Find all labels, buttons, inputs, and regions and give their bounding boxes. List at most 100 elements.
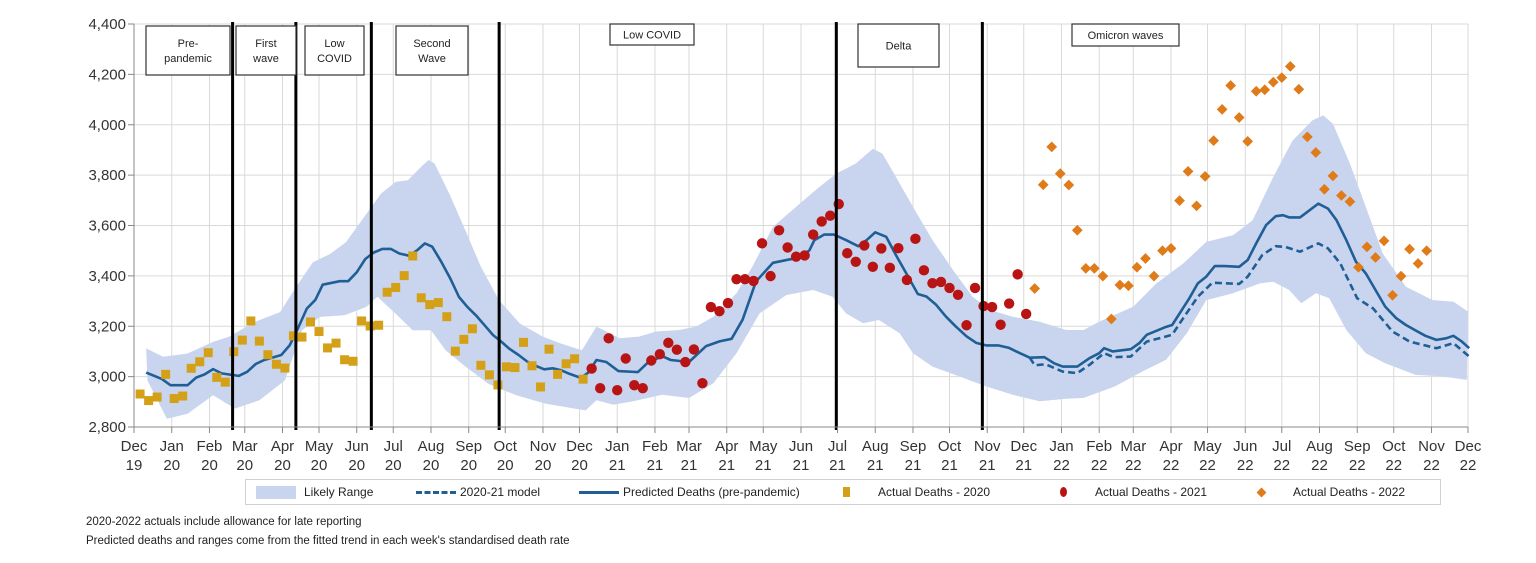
legend-swatch-line (579, 490, 619, 494)
x-tick-year: 22 (1273, 457, 1290, 474)
x-tick-month: Aug (862, 438, 889, 455)
x-tick-month: Jun (789, 438, 813, 455)
actual-2020-point (382, 287, 392, 297)
actual-2020-point (399, 271, 409, 281)
actual-2020-point (178, 391, 188, 401)
actual-2021-point (790, 251, 802, 262)
actual-2020-point (484, 370, 494, 380)
actual-2021-point (782, 242, 793, 253)
x-tick-month: Sep (900, 438, 927, 455)
actual-2022-point (1037, 179, 1049, 191)
x-tick-year: 21 (755, 457, 772, 474)
x-tick-year: 22 (1053, 457, 1070, 474)
x-tick-year: 21 (793, 457, 810, 474)
actual-2021-point (739, 273, 751, 285)
y-tick-label: 3,800 (88, 167, 126, 184)
x-tick-year: 21 (718, 457, 735, 474)
x-tick-month: Mar (232, 438, 258, 455)
period-label-text: Low (324, 38, 344, 50)
period-label-box: Omicron waves (1071, 23, 1180, 47)
actual-2021-point (688, 344, 700, 355)
x-tick-month: May (749, 438, 778, 455)
actual-2020-point (408, 251, 418, 261)
legend-item-likely-range: Likely Range (256, 485, 373, 499)
period-label-box: Low COVID (304, 25, 365, 76)
x-tick-month: May (1193, 438, 1222, 455)
actual-2021-point (756, 238, 768, 249)
x-tick-year: 22 (1199, 457, 1216, 474)
actual-2022-point (1191, 200, 1202, 212)
actual-2020-point (348, 356, 358, 366)
x-tick-year: 20 (571, 457, 588, 474)
actual-2022-point (1208, 135, 1219, 146)
period-box-frame (304, 25, 365, 76)
actual-2022-point (1293, 83, 1305, 95)
circle-marker-icon (1060, 487, 1067, 497)
series-lines (145, 202, 1471, 387)
actual-2021-point (816, 216, 827, 227)
actual-2022-point (1412, 258, 1424, 269)
actual-2021-point (646, 355, 657, 366)
period-label-text: Omicron waves (1088, 30, 1164, 42)
actual-2020-point (186, 363, 196, 373)
actual-2021-point (603, 333, 614, 344)
period-box-frame (1071, 23, 1180, 47)
period-label-text: Delta (886, 41, 913, 53)
actual-2021-point (952, 289, 964, 300)
x-tick-year: 20 (201, 457, 218, 474)
actual-2021-point (714, 305, 725, 317)
actual-2022-point (1199, 171, 1211, 182)
x-tick-month: May (305, 438, 334, 455)
actual-2021-point (927, 277, 938, 289)
y-tick-label: 4,200 (88, 66, 126, 83)
x-tick-month: Jan (605, 438, 629, 455)
diamond-marker-icon (1256, 487, 1267, 497)
actual-2021-point (842, 248, 853, 259)
actual-2022-point (1259, 84, 1271, 96)
x-tick-month: Apr (271, 438, 294, 455)
x-tick-year: 21 (979, 457, 996, 474)
actual-2020-point (305, 317, 315, 327)
x-tick-month: Oct (938, 438, 962, 455)
actual-2022-point (1088, 262, 1100, 274)
actual-2020-point (553, 369, 563, 379)
actual-2020-point (570, 354, 580, 364)
actual-2020-point (340, 355, 350, 365)
actual-2021-point (893, 242, 904, 254)
actual-2020-point (374, 320, 384, 330)
x-tick-month: Jul (828, 438, 847, 455)
x-tick-year: 21 (681, 457, 698, 474)
period-label-text: wave (252, 53, 279, 65)
actual-2020-point (416, 293, 426, 303)
period-box-frame (609, 23, 695, 46)
actual-2020-point (314, 327, 324, 337)
likely-range-band (146, 115, 1469, 419)
actual-2022-point (1284, 60, 1296, 72)
actual-2022-point (1216, 104, 1228, 115)
actual-2020-point (518, 337, 528, 347)
x-tick-year: 21 (829, 457, 846, 474)
period-label-box: Delta (857, 23, 940, 68)
y-tick-label: 2,800 (88, 419, 126, 436)
x-tick-year: 20 (385, 457, 402, 474)
actual-2020-point (169, 394, 179, 404)
x-tick-month: Feb (642, 438, 668, 455)
x-tick-year: 20 (497, 457, 514, 474)
actual-2021-point (629, 379, 640, 391)
actual-2020-point (212, 372, 222, 382)
y-tick-label: 3,000 (88, 369, 126, 386)
actual-2022-point (1250, 85, 1262, 97)
legend-label: Predicted Deaths (pre-pandemic) (623, 485, 800, 499)
actual-2021-point (594, 383, 606, 394)
actual-2021-point (663, 337, 674, 349)
legend-label: Likely Range (304, 485, 374, 499)
x-tick-year: 22 (1311, 457, 1328, 474)
period-label-box: Pre-pandemic (145, 25, 231, 76)
actual-2020-point (246, 316, 256, 326)
x-tick-month: Oct (1382, 438, 1406, 455)
actual-2020-point (578, 374, 588, 384)
x-tick-month: Mar (1120, 438, 1146, 455)
legend-swatch-dashed-line (416, 490, 456, 494)
actual-2020-point (527, 361, 537, 371)
x-tick-year: 21 (647, 457, 664, 474)
